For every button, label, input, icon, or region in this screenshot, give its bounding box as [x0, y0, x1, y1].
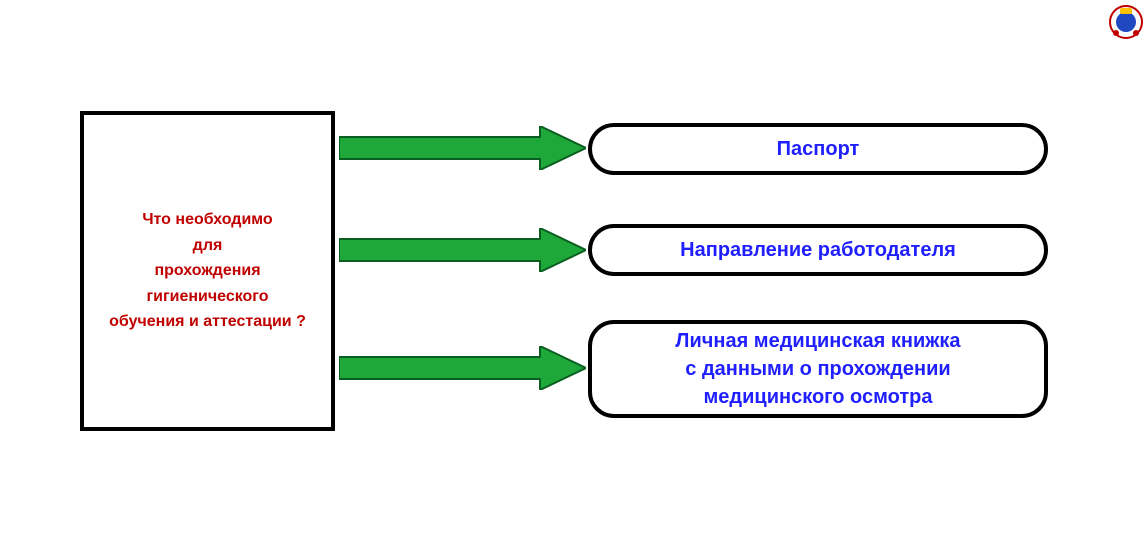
- target-box-2: Личная медицинская книжка с данными о пр…: [588, 320, 1048, 418]
- source-box: Что необходимо для прохождения гигиениче…: [80, 111, 335, 431]
- target-box-0: Паспорт: [588, 123, 1048, 175]
- target-text-1: Направление работодателя: [680, 236, 956, 264]
- target-text-2: Личная медицинская книжка с данными о пр…: [675, 327, 960, 411]
- target-text-0: Паспорт: [777, 135, 860, 163]
- logo-emblem: [1107, 3, 1145, 41]
- target-box-1: Направление работодателя: [588, 224, 1048, 276]
- logo-svg: [1107, 3, 1145, 41]
- arrow-2: [339, 346, 586, 390]
- arrow-1: [339, 228, 586, 272]
- source-text: Что необходимо для прохождения гигиениче…: [109, 207, 306, 335]
- arrow-0: [339, 126, 586, 170]
